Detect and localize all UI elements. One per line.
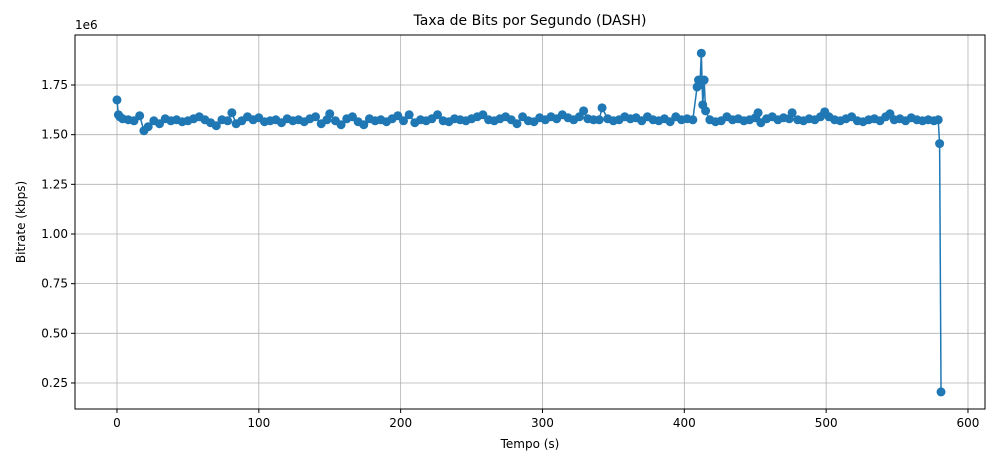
point: [512, 119, 522, 129]
x-axis-label: Tempo (s): [500, 437, 560, 451]
x-tick-label: 100: [247, 416, 270, 430]
point: [211, 121, 221, 131]
y-tick-label: 1.75: [41, 78, 68, 92]
y-tick-label: 0.50: [41, 326, 68, 340]
x-tick-label: 0: [113, 416, 121, 430]
point: [433, 110, 443, 120]
point: [223, 116, 233, 126]
point: [753, 108, 763, 118]
chart-title: Taxa de Bits por Segundo (DASH): [413, 13, 647, 29]
point: [359, 120, 369, 130]
x-tick-label: 500: [815, 416, 838, 430]
point: [696, 48, 706, 58]
point: [936, 387, 946, 397]
point: [398, 116, 408, 126]
point: [404, 110, 414, 120]
point: [112, 95, 122, 105]
point: [135, 111, 145, 121]
x-tick-label: 400: [673, 416, 696, 430]
y-tick-label: 0.75: [41, 277, 68, 291]
point: [935, 139, 945, 149]
x-tick-label: 200: [389, 416, 412, 430]
y-tick-label: 1.50: [41, 128, 68, 142]
series-line: [116, 53, 942, 392]
point: [579, 106, 589, 116]
point: [594, 115, 604, 125]
point: [933, 115, 943, 125]
x-tick-label: 600: [957, 416, 980, 430]
point: [787, 108, 797, 118]
point: [143, 122, 153, 132]
point: [701, 106, 711, 116]
point: [227, 108, 237, 118]
point: [336, 120, 346, 130]
plot-frame: [74, 34, 986, 410]
y-tick-label: 0.25: [41, 376, 68, 390]
point: [597, 103, 607, 113]
x-tick-label: 300: [531, 416, 554, 430]
y-axis-label: Bitrate (kbps): [14, 181, 28, 263]
point: [688, 115, 698, 125]
y-tick-label: 1.00: [41, 227, 68, 241]
point: [311, 112, 321, 122]
y-tick-label: 1.25: [41, 177, 68, 191]
point: [325, 109, 335, 119]
point: [699, 75, 709, 85]
axis-offset-label: 1e6: [75, 18, 98, 32]
